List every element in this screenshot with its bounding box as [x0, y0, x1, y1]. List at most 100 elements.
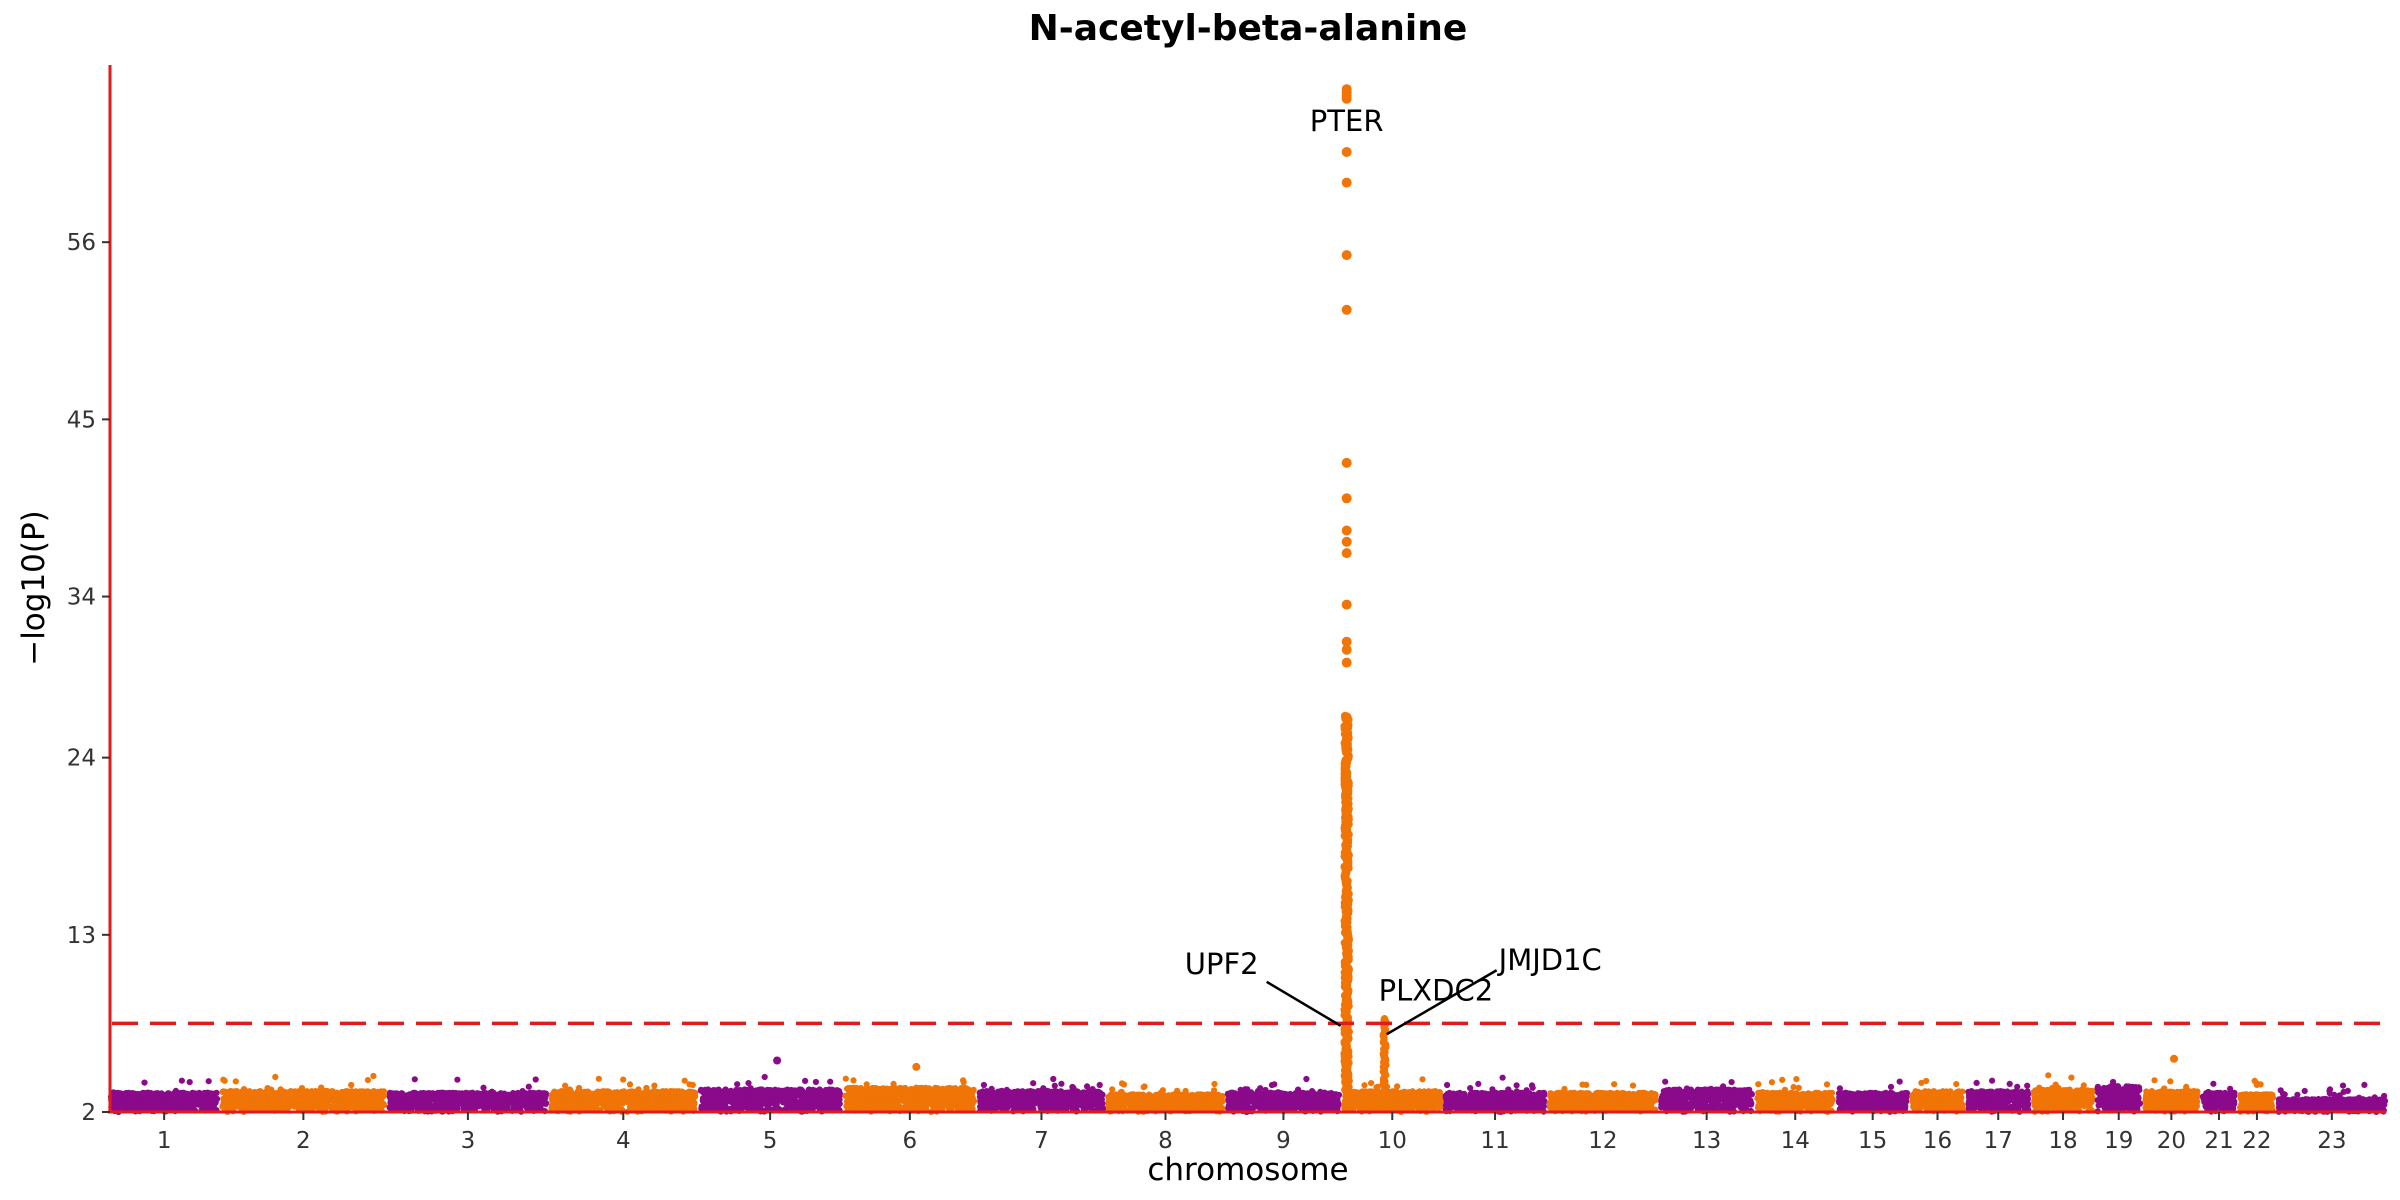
- snp-point: [363, 1088, 370, 1095]
- snp-point: [620, 1076, 627, 1083]
- snp-point: [503, 1101, 510, 1108]
- snp-point: [835, 1090, 842, 1097]
- snp-point: [525, 1083, 532, 1090]
- snp-point: [933, 1086, 941, 1093]
- chromosome-4-points: [548, 1075, 699, 1115]
- snp-point: [202, 1101, 209, 1108]
- snp-point: [133, 1095, 140, 1103]
- snp-point: [145, 1095, 152, 1102]
- snp-point: [182, 1105, 189, 1112]
- snp-point: [190, 1097, 197, 1104]
- snp-point: [1001, 1088, 1008, 1095]
- snp-point: [145, 1105, 152, 1112]
- snp-point: [919, 1092, 926, 1099]
- snp-point: [862, 1104, 869, 1111]
- snp-point: [874, 1099, 882, 1106]
- snp-point: [1050, 1075, 1057, 1083]
- snp-point: [240, 1102, 247, 1109]
- snp-point: [783, 1099, 790, 1106]
- snp-point: [1002, 1103, 1009, 1111]
- snp-point: [203, 1095, 210, 1102]
- snp-point: [945, 1097, 952, 1104]
- snp-point: [480, 1084, 487, 1091]
- snp-point: [192, 1090, 199, 1097]
- snp-point: [156, 1099, 163, 1106]
- snp-point: [314, 1096, 321, 1104]
- snp-point: [823, 1092, 830, 1099]
- snp-point: [220, 1076, 227, 1083]
- snp-point: [364, 1077, 371, 1084]
- snp-point: [830, 1100, 838, 1107]
- snp-point: [699, 1095, 707, 1102]
- snp-point: [651, 1082, 658, 1089]
- snp-point: [634, 1101, 641, 1108]
- snp-point: [771, 1095, 778, 1102]
- snp-point: [919, 1102, 926, 1109]
- snp-point: [165, 1098, 172, 1105]
- snp-point: [424, 1100, 431, 1107]
- snp-point: [561, 1103, 568, 1110]
- snp-point: [870, 1088, 877, 1095]
- snp-point: [548, 1096, 556, 1103]
- snp-point: [785, 1088, 792, 1095]
- snp-point: [1098, 1101, 1105, 1108]
- snp-point: [496, 1104, 503, 1111]
- snp-point: [977, 1099, 984, 1107]
- snp-point: [172, 1096, 179, 1103]
- snp-point: [802, 1077, 809, 1084]
- snp-point: [619, 1095, 626, 1102]
- snp-point: [983, 1097, 990, 1104]
- snp-point: [411, 1102, 418, 1109]
- snp-point: [154, 1104, 161, 1111]
- chromosome-1-points: [107, 1077, 221, 1116]
- snp-point: [1038, 1103, 1045, 1110]
- chromosome-5-points: [697, 1073, 844, 1115]
- snp-point: [664, 1098, 671, 1106]
- snp-point: [326, 1094, 333, 1101]
- snp-point: [158, 1090, 165, 1097]
- snp-point: [850, 1077, 857, 1084]
- snp-point: [689, 1081, 696, 1089]
- snp-point: [1084, 1103, 1091, 1110]
- snp-point: [224, 1094, 231, 1101]
- snp-point: [1028, 1092, 1035, 1099]
- snp-point: [306, 1089, 313, 1097]
- snp-point: [744, 1088, 751, 1096]
- snp-point: [789, 1094, 796, 1101]
- snp-point: [854, 1097, 861, 1104]
- snp-point: [352, 1102, 359, 1109]
- snp-point: [423, 1090, 430, 1097]
- snp-point: [298, 1089, 305, 1096]
- snp-point: [576, 1084, 583, 1092]
- snp-point: [967, 1104, 974, 1111]
- snp-point: [1046, 1100, 1053, 1107]
- snp-point: [291, 1091, 299, 1098]
- snp-point: [119, 1091, 127, 1098]
- snp-point: [716, 1095, 724, 1102]
- snp-point: [438, 1093, 446, 1100]
- snp-point: [258, 1094, 265, 1101]
- snp-point: [939, 1096, 946, 1103]
- snp-point: [141, 1099, 148, 1106]
- snp-point: [372, 1090, 379, 1097]
- snp-point: [595, 1075, 602, 1082]
- snp-point: [940, 1088, 948, 1095]
- snp-point: [824, 1099, 831, 1107]
- snp-point: [789, 1105, 796, 1112]
- snp-point: [707, 1088, 714, 1095]
- snp-point: [750, 1090, 757, 1097]
- snp-point: [730, 1097, 738, 1104]
- snp-point: [682, 1098, 690, 1105]
- snp-point: [806, 1087, 813, 1094]
- snp-point: [521, 1093, 528, 1101]
- snp-point: [279, 1093, 286, 1100]
- snp-point: [454, 1076, 461, 1083]
- snp-point: [299, 1095, 306, 1102]
- snp-point: [232, 1078, 239, 1085]
- snp-point: [645, 1092, 652, 1099]
- snp-point: [678, 1090, 685, 1097]
- snp-point: [764, 1105, 772, 1112]
- snp-point: [980, 1081, 988, 1089]
- snp-point: [120, 1104, 127, 1111]
